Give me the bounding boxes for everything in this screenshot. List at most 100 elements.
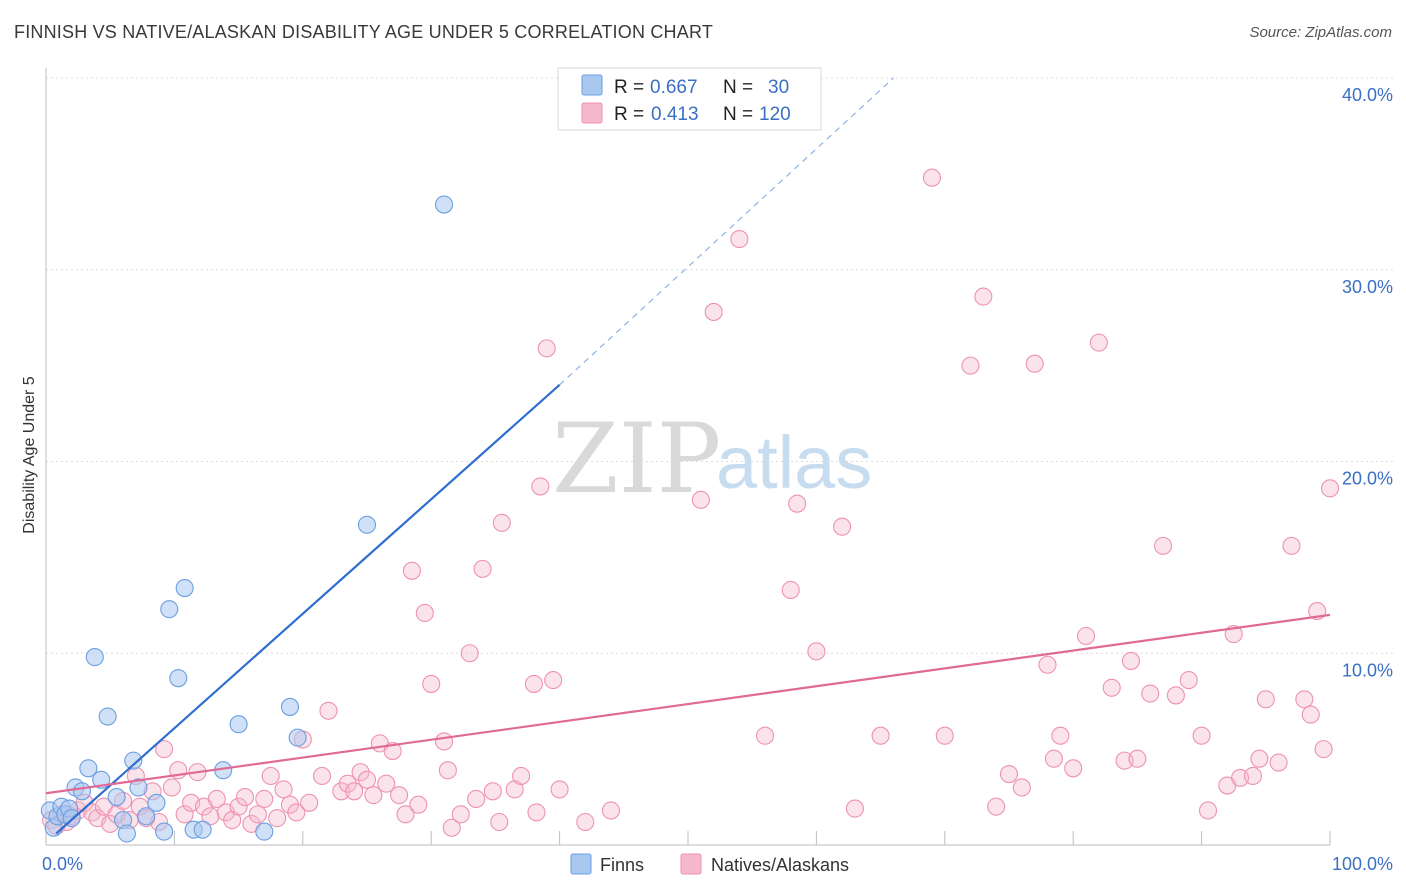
- y-axis-label: Disability Age Under 5: [21, 376, 38, 534]
- natives-point-72: [527, 803, 546, 822]
- bottom-legend: Finns Natives/Alaskans: [570, 853, 849, 875]
- finns-point-22: [169, 669, 188, 688]
- legend-box: R = 0.667 N = 30 R = 0.413 N = 120: [557, 67, 822, 131]
- finns-point-32: [434, 195, 454, 214]
- natives-point-71: [524, 674, 543, 693]
- natives-point-92: [974, 287, 993, 306]
- natives-point-86: [833, 517, 852, 536]
- finns-point-12: [98, 707, 117, 726]
- finns-point-23: [175, 579, 194, 598]
- finns-trend-line: [55, 383, 561, 835]
- legend-r-label-natives: R =: [614, 104, 644, 125]
- natives-point-109: [1166, 686, 1185, 705]
- natives-point-54: [396, 805, 415, 824]
- legend-swatch-natives: [581, 102, 603, 124]
- legend-n-value-finns: 30: [768, 77, 789, 98]
- natives-point-117: [1250, 749, 1269, 768]
- natives-point-38: [280, 795, 300, 814]
- natives-point-125: [1320, 479, 1340, 498]
- natives-point-105: [1121, 651, 1141, 670]
- natives-point-34: [255, 789, 274, 809]
- finns-point-30: [288, 728, 307, 747]
- natives-point-68: [492, 513, 511, 532]
- natives-trend-line: [45, 613, 1331, 795]
- natives-point-124: [1314, 740, 1333, 759]
- legend-n-label-finns: N =: [723, 77, 753, 98]
- legend-swatch-finns: [581, 74, 603, 96]
- watermark: ZIP atlas: [552, 403, 872, 515]
- natives-point-122: [1301, 705, 1320, 724]
- natives-point-116: [1243, 766, 1263, 786]
- natives-point-63: [460, 644, 479, 663]
- y-tick-label-3: 40.0%: [1342, 85, 1393, 105]
- natives-point-102: [1089, 333, 1108, 352]
- finns-point-8: [72, 782, 92, 801]
- natives-point-44: [332, 782, 351, 801]
- natives-point-70: [512, 766, 531, 786]
- y-tick-label-2: 30.0%: [1342, 277, 1393, 297]
- natives-point-108: [1154, 536, 1173, 555]
- finns-point-16: [124, 751, 143, 770]
- finns-point-21: [160, 600, 179, 619]
- natives-point-7: [83, 803, 102, 822]
- natives-point-111: [1192, 726, 1211, 745]
- natives-point-78: [601, 801, 621, 820]
- natives-point-100: [1064, 759, 1083, 778]
- natives-point-82: [755, 726, 775, 745]
- bottom-legend-label-natives: Natives/Alaskans: [711, 855, 849, 875]
- natives-point-59: [434, 732, 454, 751]
- finns-point-15: [117, 824, 136, 843]
- natives-point-110: [1179, 671, 1198, 690]
- legend-r-value-natives: 0.413: [651, 104, 699, 125]
- natives-point-112: [1198, 801, 1218, 820]
- natives-point-77: [576, 812, 595, 832]
- natives-point-98: [1044, 749, 1063, 768]
- natives-point-97: [1038, 655, 1057, 674]
- bottom-legend-swatch-natives: [680, 853, 702, 875]
- natives-point-89: [922, 168, 942, 187]
- watermark-atlas: atlas: [716, 421, 872, 504]
- finns-point-25: [193, 820, 212, 839]
- natives-point-57: [415, 603, 434, 623]
- natives-point-84: [788, 494, 807, 513]
- natives-point-49: [364, 786, 383, 805]
- natives-point-35: [261, 766, 280, 786]
- natives-point-62: [451, 805, 470, 824]
- finns-point-28: [255, 822, 274, 841]
- natives-point-27: [207, 789, 226, 809]
- finns-point-31: [357, 515, 377, 534]
- natives-point-99: [1051, 726, 1070, 745]
- natives-point-53: [390, 786, 409, 805]
- source-credit: Source: ZipAtlas.com: [1249, 24, 1392, 41]
- natives-point-74: [537, 339, 556, 358]
- natives-point-61: [442, 818, 461, 837]
- natives-point-88: [871, 726, 890, 745]
- natives-point-46: [345, 782, 364, 801]
- natives-point-43: [319, 701, 338, 720]
- natives-point-48: [357, 770, 377, 789]
- natives-point-36: [268, 809, 287, 828]
- finns-point-20: [155, 822, 174, 841]
- y-tick-label-1: 20.0%: [1342, 469, 1393, 489]
- natives-point-121: [1295, 690, 1314, 709]
- natives-point-87: [845, 799, 864, 818]
- natives-point-75: [544, 671, 563, 690]
- axes: [45, 68, 1331, 846]
- natives-point-118: [1256, 690, 1275, 709]
- natives-point-51: [377, 774, 396, 793]
- natives-point-65: [473, 559, 492, 578]
- natives-point-47: [351, 763, 370, 782]
- natives-point-67: [490, 812, 509, 832]
- natives-point-41: [300, 793, 319, 812]
- bottom-legend-label-finns: Finns: [600, 855, 644, 875]
- natives-point-42: [313, 766, 332, 786]
- natives-point-83: [781, 580, 800, 600]
- finns-point-18: [137, 807, 156, 826]
- natives-point-120: [1282, 536, 1301, 555]
- finns-point-29: [280, 697, 300, 716]
- natives-point-20: [162, 778, 181, 797]
- natives-point-90: [935, 726, 954, 745]
- finns-point-19: [147, 793, 166, 812]
- natives-point-33: [248, 805, 267, 824]
